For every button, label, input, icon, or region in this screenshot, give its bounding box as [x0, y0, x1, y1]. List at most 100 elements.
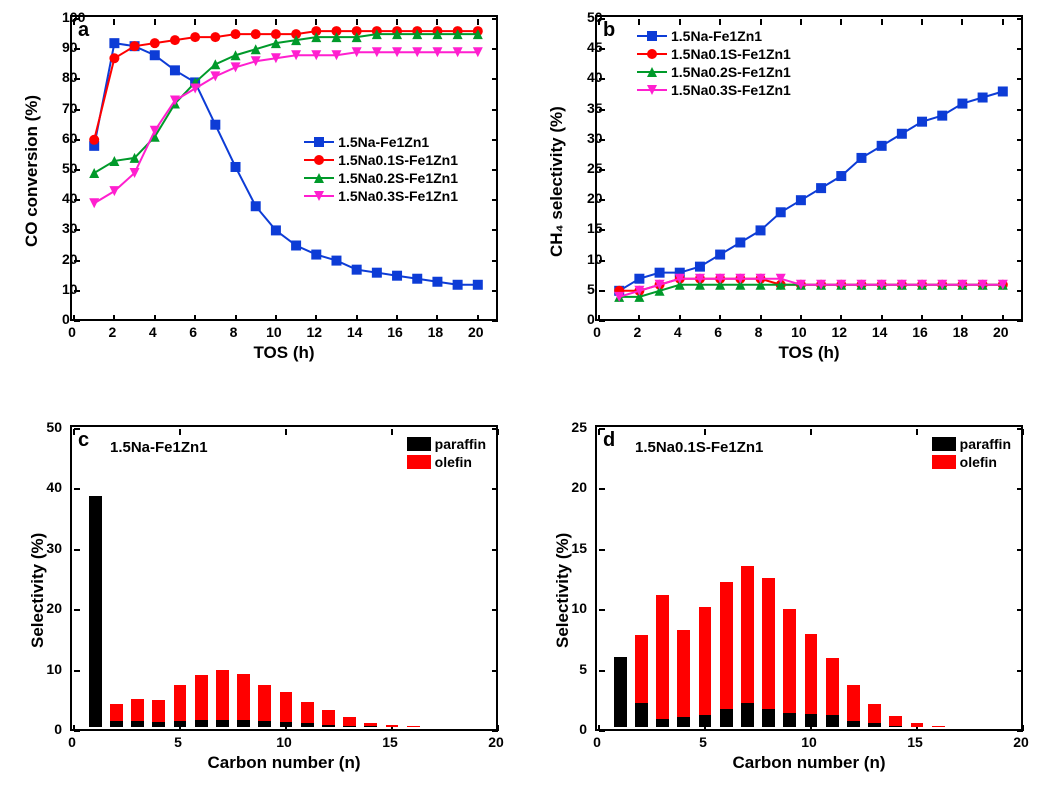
marker-s3 — [89, 168, 99, 178]
marker-s2 — [130, 41, 140, 51]
panel-annotation-d: 1.5Na0.1S-Fe1Zn1 — [635, 439, 763, 456]
marker-s2 — [816, 280, 826, 290]
marker-s1 — [796, 195, 806, 205]
ytick-label: 20 — [46, 601, 62, 615]
marker-s2 — [89, 135, 99, 145]
marker-s4 — [735, 274, 745, 284]
xtick-label: 12 — [306, 325, 322, 339]
marker-s1 — [473, 280, 483, 290]
xtick — [881, 19, 883, 25]
xtick — [113, 315, 115, 321]
marker-s4 — [150, 126, 160, 136]
marker-s3 — [372, 29, 382, 39]
marker-s4 — [251, 56, 261, 66]
xtick — [194, 315, 196, 321]
bar-olefin — [889, 716, 902, 726]
marker-s2 — [877, 280, 887, 290]
ytick — [492, 169, 498, 171]
marker-s3 — [836, 280, 846, 290]
marker-s1 — [957, 99, 967, 109]
marker-s4 — [877, 280, 887, 290]
bar-paraffin — [847, 721, 860, 727]
marker-s2 — [352, 26, 362, 36]
marker-s2 — [190, 32, 200, 42]
xtick — [436, 315, 438, 321]
marker-s2 — [655, 280, 665, 290]
xtick-label: 18 — [953, 325, 969, 339]
bar-olefin — [301, 702, 314, 723]
legend-line-s2 — [637, 53, 667, 55]
ytick — [492, 320, 498, 322]
legend-item-olefin: olefin — [932, 453, 1011, 471]
xtick — [1002, 19, 1004, 25]
xtick — [396, 315, 398, 321]
ytick — [1017, 48, 1023, 50]
xtick — [1002, 315, 1004, 321]
panel-b-plot: b1.5Na-Fe1Zn11.5Na0.1S-Fe1Zn11.5Na0.2S-F… — [595, 15, 1023, 321]
xtick — [921, 19, 923, 25]
legend-item-s1: 1.5Na-Fe1Zn1 — [304, 133, 458, 151]
xtick — [840, 315, 842, 321]
legend-label-s1: 1.5Na-Fe1Zn1 — [338, 134, 429, 150]
ytick-label: 50 — [46, 420, 62, 434]
bar-paraffin — [237, 720, 250, 727]
marker-s3 — [311, 32, 321, 42]
xtick — [638, 19, 640, 25]
bar-paraffin — [889, 726, 902, 727]
marker-s1 — [109, 38, 119, 48]
xtick — [840, 19, 842, 25]
marker-s3 — [978, 280, 988, 290]
xtick-label: 0 — [68, 735, 76, 749]
legend-swatch-olefin — [932, 455, 956, 469]
bar-olefin — [741, 566, 754, 703]
bar-olefin — [152, 700, 165, 722]
ytick — [492, 730, 498, 732]
xtick-label: 0 — [593, 325, 601, 339]
marker-s1 — [614, 286, 624, 296]
marker-s3 — [614, 292, 624, 302]
marker-s4 — [190, 83, 200, 93]
legend-swatch-s2 — [637, 47, 667, 61]
marker-s2 — [412, 26, 422, 36]
ylabel-a: CO conversion (%) — [22, 95, 42, 247]
xtick-label: 10 — [791, 325, 807, 339]
marker-s1 — [453, 280, 463, 290]
marker-s1 — [634, 274, 644, 284]
marker-s3 — [291, 35, 301, 45]
ytick — [1017, 290, 1023, 292]
marker-s2 — [473, 26, 483, 36]
marker-s3 — [675, 280, 685, 290]
legend-label-s2: 1.5Na0.1S-Fe1Zn1 — [671, 46, 791, 62]
ytick — [1017, 78, 1023, 80]
legend-label-paraffin: paraffin — [435, 436, 486, 452]
xtick — [679, 315, 681, 321]
legend-swatch-paraffin — [932, 437, 956, 451]
ytick-label: 25 — [571, 420, 587, 434]
legend-item-s2: 1.5Na0.1S-Fe1Zn1 — [637, 45, 791, 63]
marker-s4 — [836, 280, 846, 290]
ytick-label: 0 — [579, 722, 587, 736]
bar-olefin — [237, 674, 250, 719]
bar-paraffin — [762, 709, 775, 727]
marker-s4 — [998, 280, 1008, 290]
marker-s4 — [331, 50, 341, 60]
marker-s3 — [352, 32, 362, 42]
marker-s4 — [130, 168, 140, 178]
marker-s2 — [150, 38, 160, 48]
ytick — [492, 199, 498, 201]
marker-s4 — [432, 47, 442, 57]
marker-s4 — [311, 50, 321, 60]
xtick — [881, 315, 883, 321]
marker-s4 — [352, 47, 362, 57]
ytick-label: 10 — [46, 662, 62, 676]
bar-olefin — [131, 699, 144, 721]
marker-s3 — [856, 280, 866, 290]
marker-s1 — [392, 271, 402, 281]
marker-s3 — [998, 280, 1008, 290]
legend-label-olefin: olefin — [960, 454, 997, 470]
bar-paraffin — [614, 657, 627, 727]
xtick — [719, 315, 721, 321]
marker-s1 — [231, 162, 241, 172]
legend-d: paraffinolefin — [932, 435, 1011, 471]
marker-s4 — [453, 47, 463, 57]
